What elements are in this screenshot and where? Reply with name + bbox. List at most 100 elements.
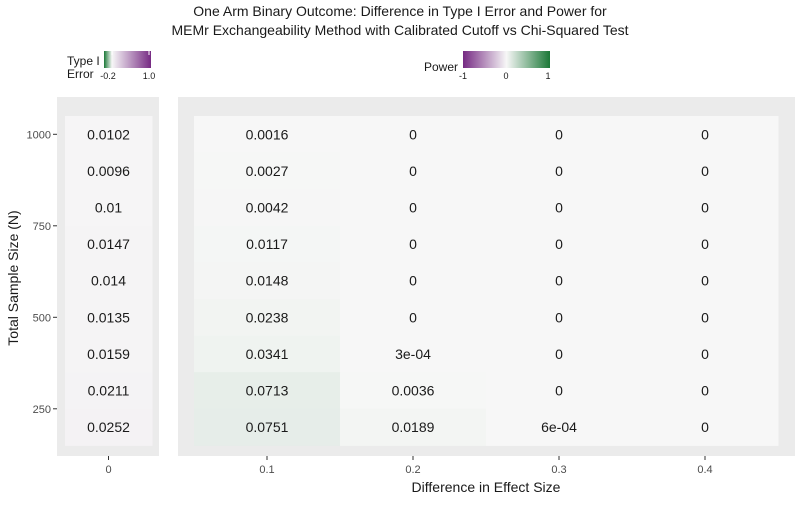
cell-label-power-r4-c0: 0.0148 xyxy=(246,273,289,289)
cell-label-power-r6-c3: 0 xyxy=(701,346,709,362)
cell-label-power-r7-c2: 0 xyxy=(555,383,563,399)
heatmap-cell-power-r8-c3 xyxy=(632,408,779,446)
cell-label-power-r8-c1: 0.0189 xyxy=(392,419,435,435)
heatmap-labels: 0.0102 0.0096 0.01 0.0147 0.014 0.0135 0.0159 0… xyxy=(87,126,709,435)
heatmap-cell-power-r0-c3 xyxy=(632,116,779,154)
cell-label-power-r4-c3: 0 xyxy=(701,273,709,289)
heatmap-cell-power-r2-c3 xyxy=(632,189,779,227)
heatmap-cell-power-r7-c2 xyxy=(486,372,633,410)
x-tick-label: 0.1 xyxy=(259,464,274,476)
cell-label-type1-r2-c0: 0.01 xyxy=(95,200,122,216)
cell-label-type1-r5-c0: 0.0135 xyxy=(87,309,130,325)
cell-label-power-r6-c1: 3e-04 xyxy=(395,346,431,362)
cell-label-type1-r6-c0: 0.0159 xyxy=(87,346,130,362)
cell-label-power-r4-c1: 0 xyxy=(409,273,417,289)
cell-label-power-r1-c2: 0 xyxy=(555,163,563,179)
legend-type1-title-line2: Error xyxy=(67,67,94,81)
heatmap-cell-power-r4-c0 xyxy=(194,262,341,300)
legend-power: Power -1 0 1 xyxy=(424,51,551,81)
heatmap-cell-power-r3-c1 xyxy=(340,225,487,263)
cell-label-power-r5-c0: 0.0238 xyxy=(246,309,289,325)
heatmap-cell-power-r6-c0 xyxy=(194,335,341,373)
heatmap-cell-power-r6-c2 xyxy=(486,335,633,373)
heatmap-cell-type1-r1-c0 xyxy=(65,152,153,190)
cell-label-power-r0-c1: 0 xyxy=(409,126,417,142)
cell-label-power-r3-c1: 0 xyxy=(409,236,417,252)
cell-label-power-r8-c2: 6e-04 xyxy=(541,419,577,435)
heatmap-cell-power-r5-c0 xyxy=(194,299,341,337)
cell-label-power-r8-c3: 0 xyxy=(701,419,709,435)
heatmap-cell-power-r7-c0 xyxy=(194,372,341,410)
legend-power-colorbar xyxy=(463,51,550,68)
heatmap-cell-power-r0-c0 xyxy=(194,116,341,154)
cell-label-power-r0-c3: 0 xyxy=(701,126,709,142)
cell-label-power-r8-c0: 0.0751 xyxy=(246,419,289,435)
cell-label-power-r2-c2: 0 xyxy=(555,200,563,216)
y-tick-label: 1000 xyxy=(27,129,51,141)
cell-label-power-r1-c3: 0 xyxy=(701,163,709,179)
cell-label-type1-r0-c0: 0.0102 xyxy=(87,126,130,142)
legend-power-mid-label: 0 xyxy=(503,71,508,81)
heatmap-cell-power-r5-c1 xyxy=(340,299,487,337)
cell-label-power-r1-c0: 0.0027 xyxy=(246,163,289,179)
heatmap-cell-type1-r3-c0 xyxy=(65,225,153,263)
cell-label-power-r7-c0: 0.0713 xyxy=(246,383,289,399)
heatmap-cell-power-r4-c1 xyxy=(340,262,487,300)
x-tick-label: 0.2 xyxy=(405,464,420,476)
legend-type1: Type I Error -0.2 1.0 xyxy=(67,51,155,81)
cell-label-power-r2-c1: 0 xyxy=(409,200,417,216)
heatmap-cell-power-r3-c3 xyxy=(632,225,779,263)
cell-label-power-r1-c1: 0 xyxy=(409,163,417,179)
heatmap-cell-type1-r4-c0 xyxy=(65,262,153,300)
cell-label-power-r2-c3: 0 xyxy=(701,200,709,216)
heatmap-cell-power-r3-c0 xyxy=(194,225,341,263)
y-axis-title: Total Sample Size (N) xyxy=(5,210,21,345)
legend-type1-high-label: 1.0 xyxy=(143,71,156,81)
heatmap-cells xyxy=(65,116,779,446)
heatmap-cell-power-r0-c2 xyxy=(486,116,633,154)
cell-label-power-r6-c0: 0.0341 xyxy=(246,346,289,362)
cell-label-type1-r4-c0: 0.014 xyxy=(91,273,126,289)
heatmap-cell-power-r4-c2 xyxy=(486,262,633,300)
cell-label-type1-r3-c0: 0.0147 xyxy=(87,236,130,252)
chart-title: One Arm Binary Outcome: Difference in Ty… xyxy=(193,3,607,19)
heatmap-cell-power-r8-c2 xyxy=(486,408,633,446)
heatmap-cell-type1-r0-c0 xyxy=(65,116,153,154)
heatmap-cell-power-r2-c1 xyxy=(340,189,487,227)
cell-label-power-r2-c0: 0.0042 xyxy=(246,200,289,216)
heatmap-cell-power-r1-c0 xyxy=(194,152,341,190)
heatmap-cell-power-r6-c1 xyxy=(340,335,487,373)
heatmap-cell-type1-r7-c0 xyxy=(65,372,153,410)
y-tick-label: 500 xyxy=(33,312,51,324)
cell-label-power-r5-c3: 0 xyxy=(701,309,709,325)
y-axis: 250 500 750 1000 xyxy=(27,129,57,416)
heatmap-cell-power-r1-c2 xyxy=(486,152,633,190)
cell-label-power-r3-c0: 0.0117 xyxy=(246,236,288,252)
heatmap-cell-type1-r2-c0 xyxy=(65,189,153,227)
heatmap-cell-power-r4-c3 xyxy=(632,262,779,300)
cell-label-power-r7-c3: 0 xyxy=(701,383,709,399)
cell-label-power-r3-c3: 0 xyxy=(701,236,709,252)
heatmap-cell-type1-r5-c0 xyxy=(65,299,153,337)
cell-label-power-r4-c2: 0 xyxy=(555,273,563,289)
heatmap-cell-power-r1-c1 xyxy=(340,152,487,190)
legend-power-max-label: 1 xyxy=(545,71,550,81)
heatmap-cell-power-r5-c3 xyxy=(632,299,779,337)
cell-label-power-r6-c2: 0 xyxy=(555,346,563,362)
heatmap-cell-power-r8-c1 xyxy=(340,408,487,446)
x-tick-label: 0.3 xyxy=(551,464,566,476)
heatmap-cell-power-r7-c1 xyxy=(340,372,487,410)
x-axis: 0 0.1 0.2 0.3 0.4 xyxy=(105,456,713,476)
heatmap-cell-power-r3-c2 xyxy=(486,225,633,263)
heatmap-cell-power-r8-c0 xyxy=(194,408,341,446)
cell-label-power-r7-c1: 0.0036 xyxy=(392,383,435,399)
heatmap-cell-power-r6-c3 xyxy=(632,335,779,373)
x-tick-label: 0 xyxy=(105,464,111,476)
heatmap-cell-power-r2-c0 xyxy=(194,189,341,227)
cell-label-power-r5-c2: 0 xyxy=(555,309,563,325)
cell-label-power-r5-c1: 0 xyxy=(409,309,417,325)
x-tick-label: 0.4 xyxy=(697,464,712,476)
cell-label-type1-r1-c0: 0.0096 xyxy=(87,163,130,179)
